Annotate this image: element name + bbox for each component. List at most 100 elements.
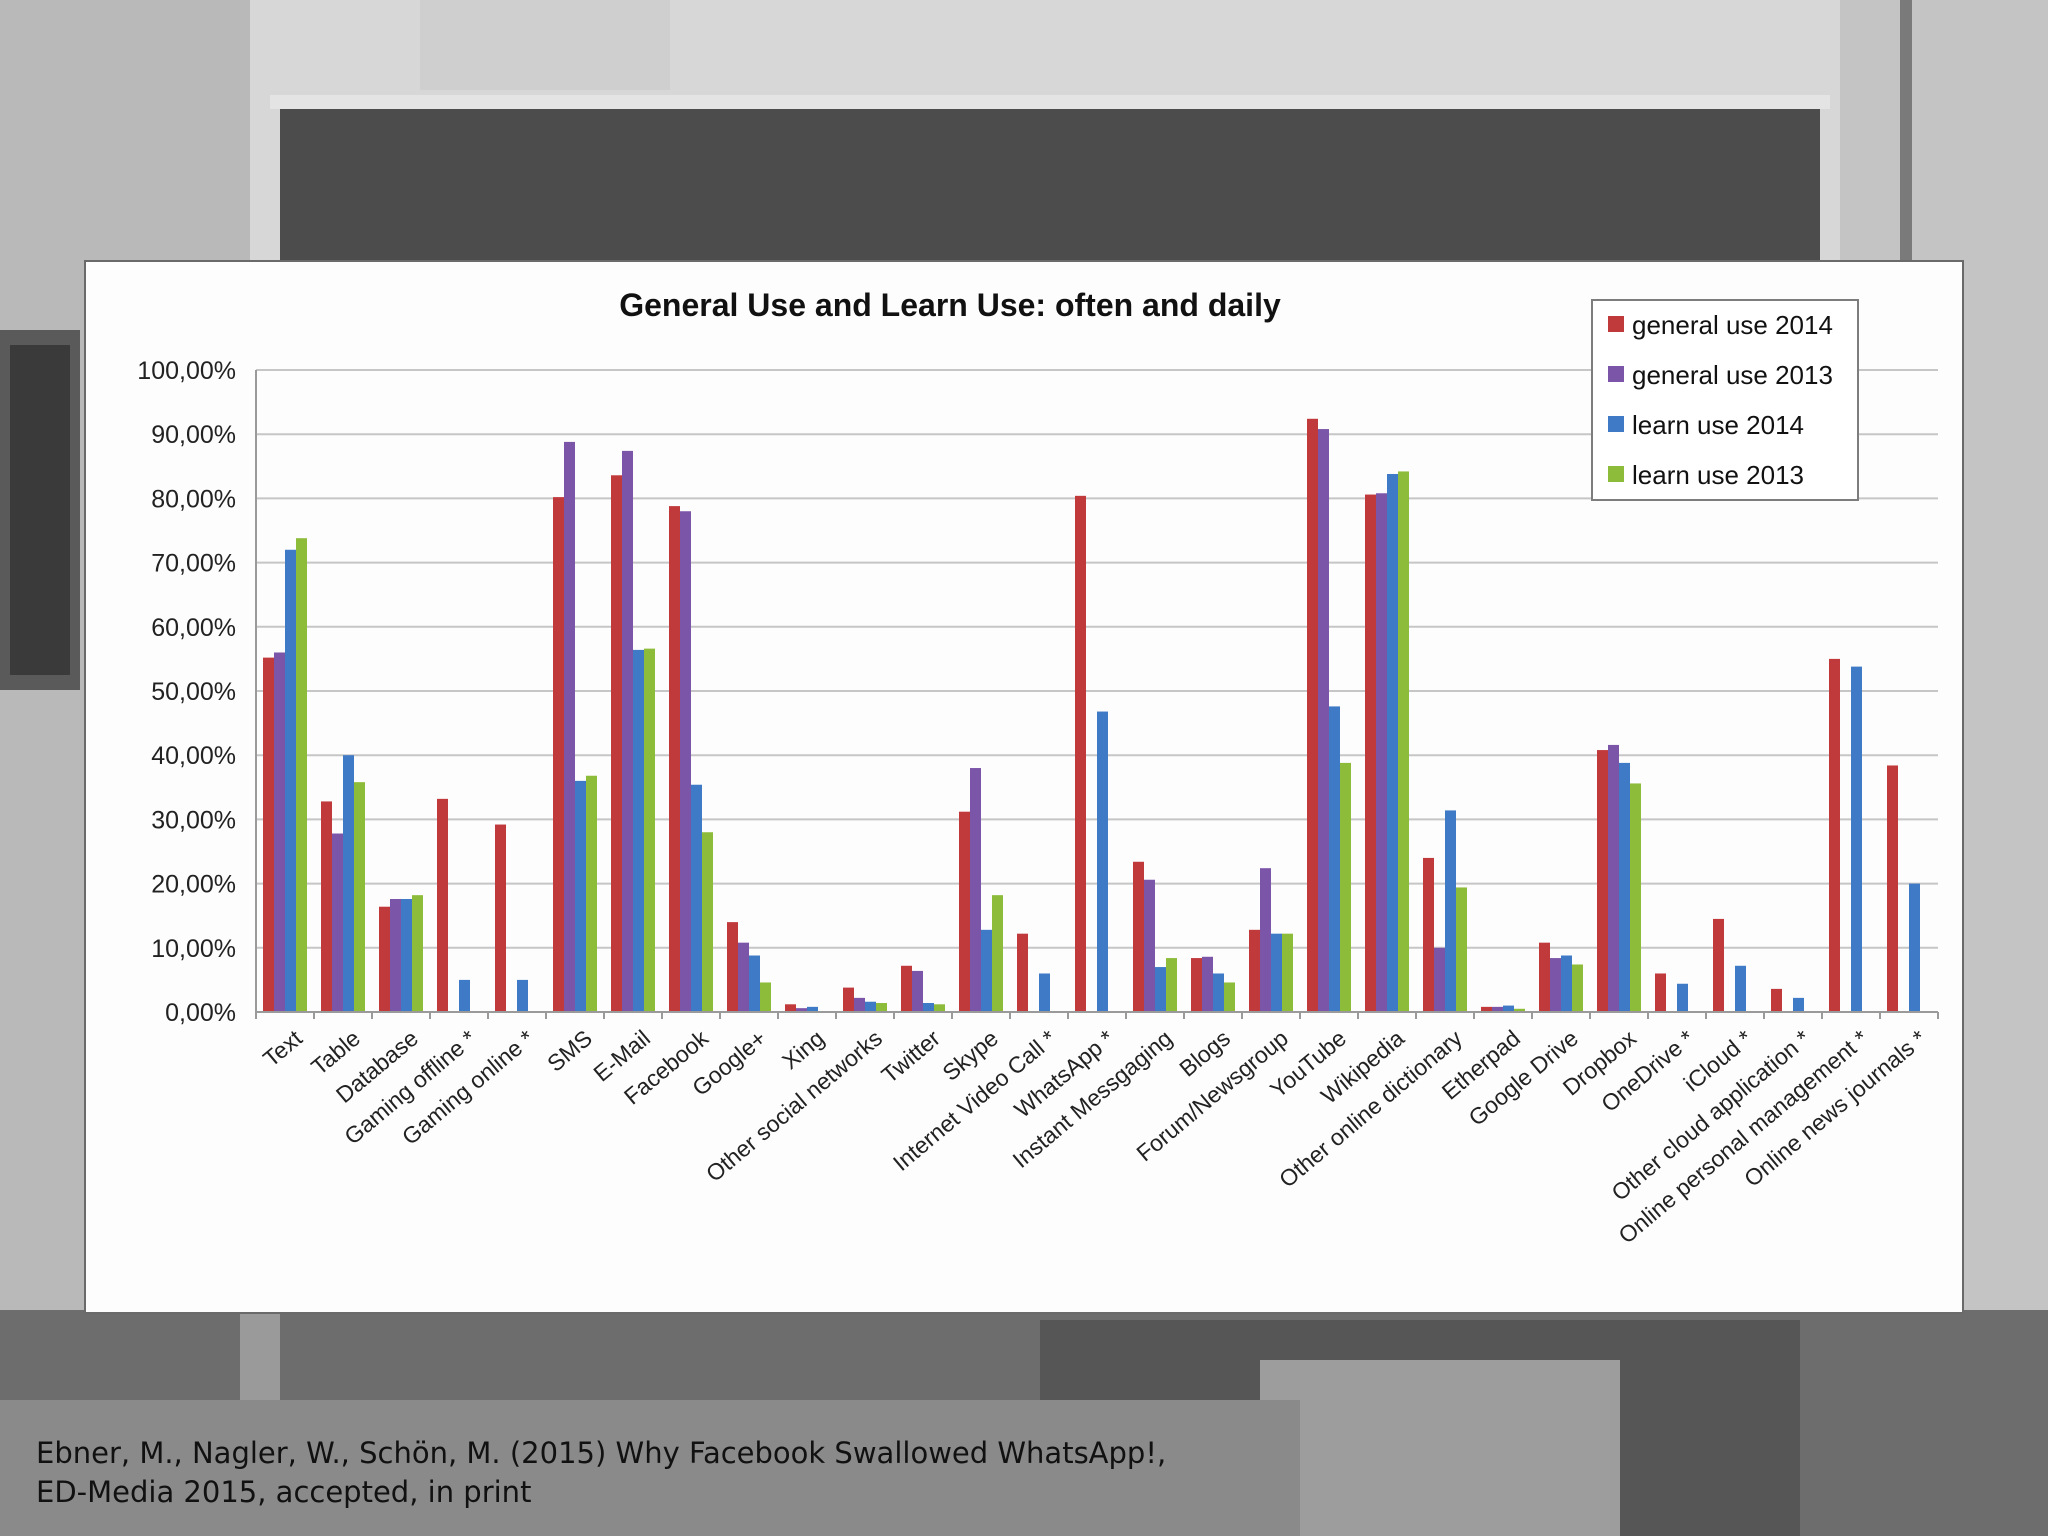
bar-learn-2014 [749, 955, 760, 1012]
bar-learn-2013 [1456, 887, 1467, 1012]
y-tick-label: 10,00% [151, 935, 236, 963]
legend-label: learn use 2013 [1632, 460, 1804, 490]
bar-general-2014 [1481, 1006, 1492, 1012]
legend-label: learn use 2014 [1632, 410, 1804, 440]
bar-general-2013 [1492, 1006, 1503, 1012]
bar-learn-2014 [1329, 706, 1340, 1012]
bar-general-2014 [1423, 857, 1434, 1012]
bar-learn-2014 [517, 979, 528, 1012]
bar-learn-2014 [1503, 1005, 1514, 1012]
bar-general-2014 [1713, 918, 1724, 1012]
bar-general-2013 [1550, 958, 1561, 1012]
x-tick-label: Twitter [876, 1025, 945, 1089]
citation-line-2: ED-Media 2015, accepted, in print [36, 1475, 532, 1509]
bar-learn-2013 [876, 1003, 887, 1012]
bar-general-2014 [727, 922, 738, 1012]
bar-general-2013 [796, 1008, 807, 1012]
x-tick-label: Text [258, 1024, 307, 1071]
legend-label: general use 2013 [1632, 360, 1833, 390]
bar-learn-2013 [644, 648, 655, 1012]
y-tick-label: 90,00% [151, 421, 236, 449]
bar-general-2014 [901, 965, 912, 1012]
bar-learn-2014 [1677, 983, 1688, 1012]
bar-general-2013 [274, 652, 285, 1012]
legend-swatch [1608, 416, 1624, 432]
bar-learn-2013 [934, 1004, 945, 1012]
bar-learn-2014 [1851, 666, 1862, 1012]
y-axis-ticks: 0,00% 10,00% 20,00% 30,00% 40,00% 50,00% 60,00… [137, 357, 236, 1027]
bar-learn-2013 [1572, 964, 1583, 1012]
bar-general-2013 [854, 997, 865, 1012]
bar-general-2014 [553, 497, 564, 1013]
y-tick-label: 30,00% [151, 806, 236, 834]
bar-general-2013 [970, 768, 981, 1012]
y-tick-label: 100,00% [137, 357, 236, 385]
bar-learn-2014 [1155, 967, 1166, 1012]
bar-learn-2013 [1340, 762, 1351, 1012]
bar-learn-2014 [633, 649, 644, 1012]
bar-learn-2013 [1282, 933, 1293, 1012]
bar-general-2013 [680, 511, 691, 1012]
bar-learn-2014 [981, 929, 992, 1012]
bar-general-2014 [1191, 958, 1202, 1012]
bar-learn-2013 [586, 775, 597, 1012]
bar-learn-2014 [1561, 955, 1572, 1012]
bar-general-2014 [1771, 988, 1782, 1012]
bar-general-2013 [332, 833, 343, 1012]
y-tick-label: 60,00% [151, 614, 236, 642]
y-tick-label: 40,00% [151, 742, 236, 770]
y-tick-label: 50,00% [151, 678, 236, 706]
bar-learn-2014 [285, 549, 296, 1012]
bar-general-2013 [1434, 947, 1445, 1012]
bar-learn-2013 [354, 782, 365, 1012]
bar-learn-2013 [1630, 783, 1641, 1012]
x-tick-label: SMS [542, 1025, 597, 1077]
bar-learn-2014 [1387, 474, 1398, 1012]
bar-general-2014 [495, 824, 506, 1012]
bar-learn-2014 [1213, 973, 1224, 1012]
bar-general-2014 [1365, 494, 1376, 1013]
bar-learn-2014 [459, 979, 470, 1012]
bar-learn-2014 [575, 780, 586, 1012]
bar-learn-2014 [401, 899, 412, 1012]
bar-learn-2014 [1619, 762, 1630, 1012]
bar-general-2013 [912, 970, 923, 1012]
bar-learn-2014 [1097, 711, 1108, 1012]
bar-learn-2013 [992, 895, 1003, 1012]
bar-learn-2014 [923, 1003, 934, 1012]
bar-learn-2014 [1271, 933, 1282, 1012]
bar-general-2014 [1597, 750, 1608, 1012]
bar-general-2014 [1075, 495, 1086, 1012]
bar-learn-2014 [691, 784, 702, 1012]
bar-learn-2014 [1039, 973, 1050, 1012]
chart-title: General Use and Learn Use: often and dai… [619, 287, 1281, 323]
bar-general-2013 [390, 899, 401, 1012]
legend-swatch [1608, 466, 1624, 482]
bar-general-2014 [785, 1004, 796, 1012]
bar-general-2013 [1376, 493, 1387, 1012]
citation-line-1: Ebner, M., Nagler, W., Schön, M. (2015) … [36, 1436, 1167, 1470]
bar-learn-2014 [865, 1001, 876, 1012]
legend-box [1591, 299, 1859, 501]
legend-swatch [1608, 366, 1624, 382]
bar-learn-2013 [1224, 982, 1235, 1012]
bar-learn-2014 [807, 1006, 818, 1012]
bar-learn-2014 [1793, 997, 1804, 1012]
bar-learn-2014 [1445, 810, 1456, 1012]
y-tick-label: 20,00% [151, 871, 236, 899]
legend-swatch [1608, 316, 1624, 332]
bar-learn-2014 [1909, 883, 1920, 1012]
bar-general-2013 [1608, 744, 1619, 1012]
y-tick-label: 0,00% [165, 999, 236, 1027]
bar-learn-2013 [296, 538, 307, 1012]
bar-general-2014 [843, 987, 854, 1012]
bar-learn-2013 [1398, 471, 1409, 1012]
bar-general-2014 [437, 798, 448, 1012]
bar-general-2014 [1249, 929, 1260, 1012]
citation: Ebner, M., Nagler, W., Schön, M. (2015) … [36, 1434, 1336, 1512]
legend: general use 2014 general use 2013 learn us… [1591, 299, 1859, 501]
bar-general-2014 [1133, 861, 1144, 1012]
bar-general-2013 [738, 942, 749, 1012]
legend-label: general use 2014 [1632, 310, 1833, 340]
